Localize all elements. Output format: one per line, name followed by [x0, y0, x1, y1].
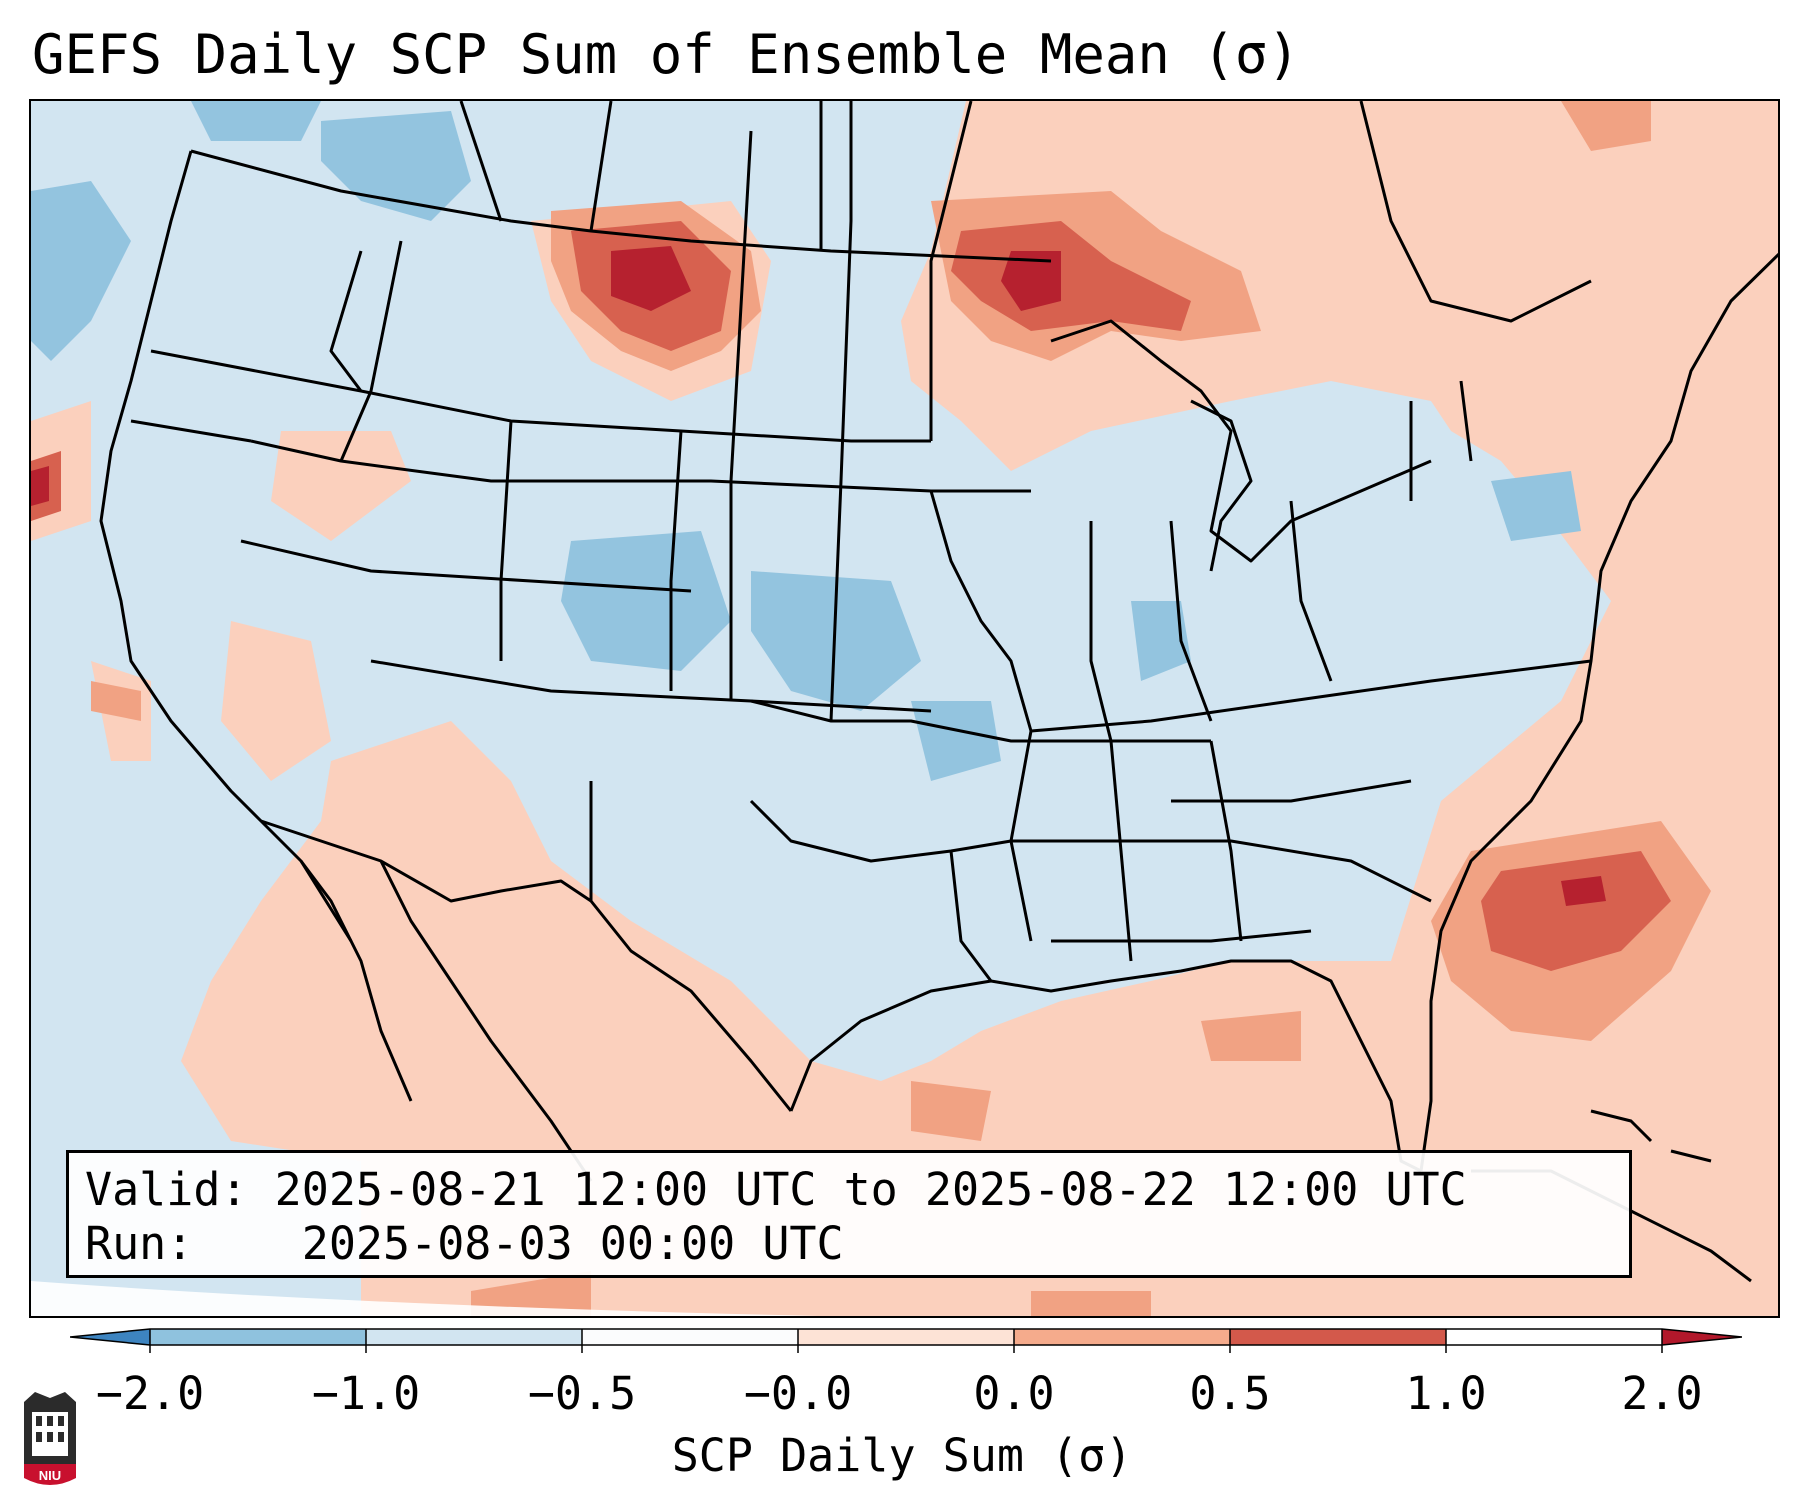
validity-info-box: Valid: 2025-08-21 12:00 UTC to 2025-08-2…: [66, 1150, 1632, 1278]
colorbar-extend-min: [70, 1329, 150, 1345]
colorbar-tick-label: 0.5: [1189, 1367, 1271, 1420]
run-label: Run:: [85, 1217, 194, 1270]
valid-value: 2025-08-21 12:00 UTC to 2025-08-22 12:00…: [274, 1163, 1467, 1216]
colorbar-segment: [1230, 1329, 1446, 1345]
niu-logo: NIU: [24, 1392, 76, 1485]
colorbar-tick-label: −0.5: [527, 1367, 637, 1420]
projection-edge: [31, 1281, 819, 1316]
colorbar: [70, 1328, 1742, 1353]
colorbar-tick-label: 1.0: [1405, 1367, 1487, 1420]
colorbar-tick-label: 0.0: [973, 1367, 1055, 1420]
colorbar-tick-label: −0.0: [743, 1367, 853, 1420]
negative-field-medium: [31, 101, 1581, 781]
colorbar-title: SCP Daily Sum (σ): [671, 1429, 1133, 1482]
colorbar-segment: [366, 1329, 582, 1345]
colorbar-segment: [1014, 1329, 1230, 1345]
run-value: 2025-08-03 00:00 UTC: [301, 1217, 844, 1270]
colorbar-tick-label: −2.0: [95, 1367, 205, 1420]
run-row: Run: 2025-08-03 00:00 UTC: [85, 1217, 1629, 1271]
colorbar-segment: [150, 1329, 366, 1345]
colorbar-ticks: [149, 1329, 1663, 1353]
positive-field-dark: [31, 246, 1606, 906]
colorbar-extend-max: [1662, 1329, 1742, 1345]
colorbar-segment: [798, 1329, 1014, 1345]
logo-text: NIU: [39, 1468, 61, 1483]
chart-title: GEFS Daily SCP Sum of Ensemble Mean (σ): [32, 23, 1300, 86]
map-panel: [29, 99, 1780, 1318]
colorbar-tick-label: 2.0: [1621, 1367, 1703, 1420]
scp-field-map: [31, 101, 1778, 1316]
valid-label: Valid:: [85, 1163, 248, 1216]
valid-row: Valid: 2025-08-21 12:00 UTC to 2025-08-2…: [85, 1163, 1629, 1217]
colorbar-tick-label: −1.0: [311, 1367, 421, 1420]
colorbar-segment: [582, 1329, 798, 1345]
